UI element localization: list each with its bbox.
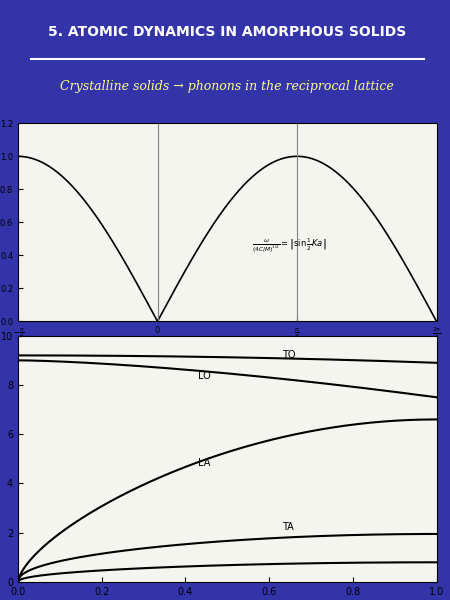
Text: 5. ATOMIC DYNAMICS IN AMORPHOUS SOLIDS: 5. ATOMIC DYNAMICS IN AMORPHOUS SOLIDS (48, 25, 406, 39)
Text: $K$: $K$ (243, 339, 253, 351)
Text: Crystalline solids → phonons in the reciprocal lattice: Crystalline solids → phonons in the reci… (60, 80, 394, 92)
Text: LA: LA (198, 458, 210, 468)
Text: TA: TA (282, 522, 293, 532)
Text: TO: TO (282, 350, 295, 360)
Text: First Brillouin zone: First Brillouin zone (96, 365, 174, 374)
Text: LO: LO (198, 371, 211, 381)
Text: $\frac{\omega}{(4C/M)^{1/2}}=\left|\sin\frac{1}{2}Ka\right|$: $\frac{\omega}{(4C/M)^{1/2}}=\left|\sin\… (252, 237, 327, 256)
